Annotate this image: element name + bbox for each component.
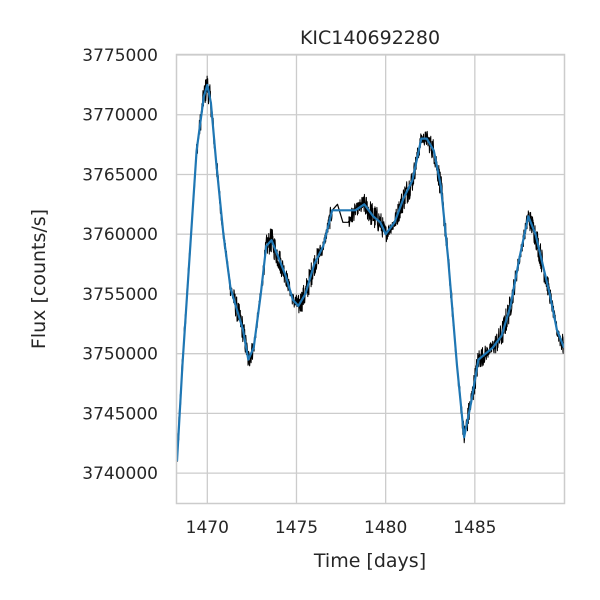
- y-tick-label: 3760000: [82, 225, 158, 245]
- chart-title: KIC140692280: [300, 27, 440, 49]
- y-tick-label: 3750000: [82, 345, 158, 365]
- y-tick-label: 3745000: [82, 404, 158, 424]
- series-layer: [175, 75, 566, 462]
- x-tick-label: 1485: [453, 518, 496, 538]
- series-noise-raw: [176, 75, 565, 462]
- x-tick-label: 1470: [186, 518, 229, 538]
- series-line-raw: [176, 84, 565, 462]
- y-tick-label: 3755000: [82, 285, 158, 305]
- y-tick-label: 3775000: [82, 46, 158, 66]
- y-axis-label: Flux [counts/s]: [28, 209, 50, 349]
- y-tick-labels: 3740000 3745000 3750000 3755000 3760000 37650…: [82, 46, 158, 484]
- y-tick-label: 3770000: [82, 106, 158, 126]
- x-tick-labels: 1470 1475 1480 1485: [186, 518, 497, 538]
- x-tick-label: 1480: [364, 518, 407, 538]
- plot-frame: [175, 53, 566, 505]
- y-tick-label: 3740000: [82, 464, 158, 484]
- y-tick-label: 3765000: [82, 165, 158, 185]
- grid: [177, 54, 564, 503]
- series-line-binned: [175, 83, 566, 462]
- x-tick-label: 1475: [275, 518, 318, 538]
- x-axis-label: Time [days]: [313, 550, 426, 572]
